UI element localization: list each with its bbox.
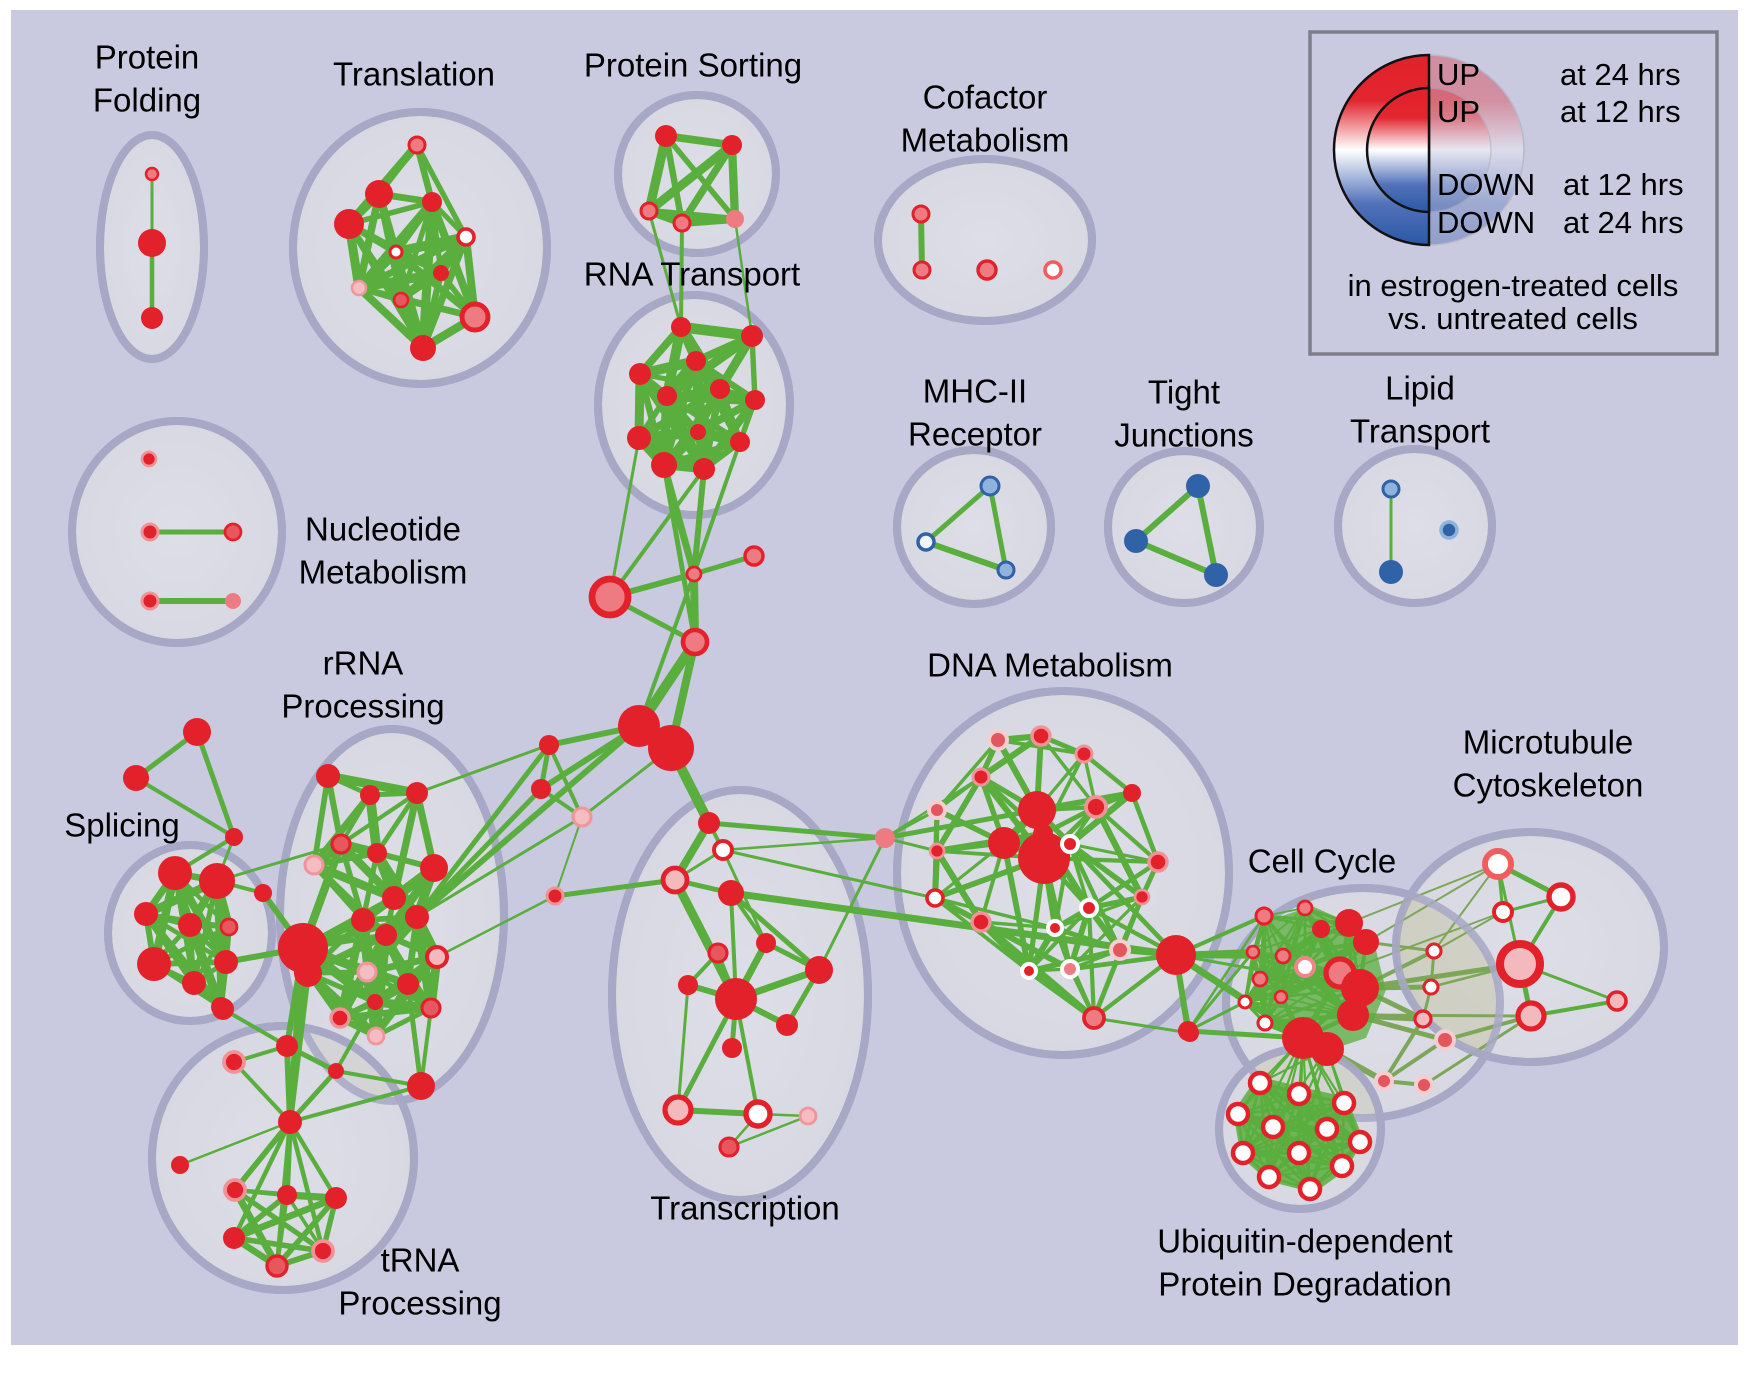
svg-text:Nucleotide: Nucleotide [305,511,461,548]
svg-text:at 24 hrs: at 24 hrs [1563,205,1684,240]
svg-text:Receptor: Receptor [908,416,1042,453]
svg-text:tRNA: tRNA [381,1242,460,1279]
svg-text:Metabolism: Metabolism [901,122,1070,159]
svg-text:at 12 hrs: at 12 hrs [1560,94,1681,129]
svg-text:Tight: Tight [1148,374,1220,411]
svg-text:RNA Transport: RNA Transport [584,256,800,293]
svg-text:UP: UP [1437,57,1480,92]
svg-text:Transcription: Transcription [650,1190,840,1227]
svg-text:Microtubule: Microtubule [1463,724,1634,761]
svg-text:Folding: Folding [93,82,201,119]
svg-text:Transport: Transport [1350,413,1490,450]
svg-text:Protein Degradation: Protein Degradation [1158,1266,1452,1303]
svg-text:Processing: Processing [338,1285,501,1322]
svg-text:UP: UP [1437,94,1480,129]
svg-text:DNA Metabolism: DNA Metabolism [927,647,1173,684]
svg-text:Splicing: Splicing [64,807,180,844]
svg-text:Cell Cycle: Cell Cycle [1248,843,1397,880]
svg-text:Translation: Translation [333,56,495,93]
svg-text:DOWN: DOWN [1437,167,1535,202]
svg-text:Metabolism: Metabolism [299,554,468,591]
svg-text:Protein: Protein [95,39,200,76]
svg-text:MHC-II: MHC-II [923,373,1027,410]
svg-text:Cofactor: Cofactor [923,79,1048,116]
svg-text:in estrogen-treated cells: in estrogen-treated cells [1348,268,1679,303]
svg-text:at 24 hrs: at 24 hrs [1560,57,1681,92]
svg-text:rRNA: rRNA [323,645,404,682]
svg-text:Junctions: Junctions [1114,417,1253,454]
svg-text:Processing: Processing [281,688,444,725]
svg-text:vs. untreated cells: vs. untreated cells [1388,301,1638,336]
svg-text:at 12 hrs: at 12 hrs [1563,167,1684,202]
svg-text:DOWN: DOWN [1437,205,1535,240]
svg-text:Lipid: Lipid [1385,370,1455,407]
svg-text:Protein Sorting: Protein Sorting [584,47,802,84]
svg-text:Ubiquitin-dependent: Ubiquitin-dependent [1157,1223,1452,1260]
svg-text:Cytoskeleton: Cytoskeleton [1453,767,1644,804]
